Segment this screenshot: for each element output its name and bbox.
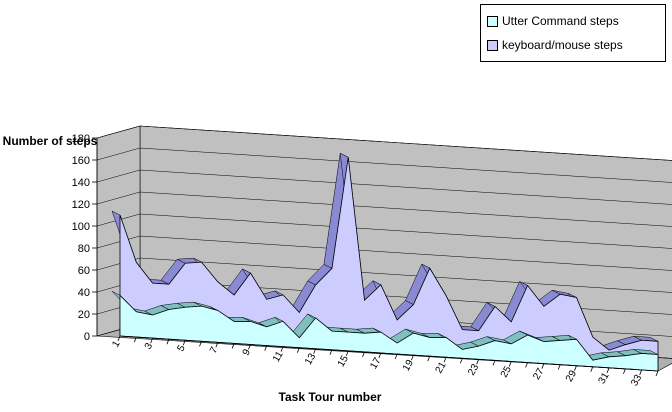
x-tick xyxy=(508,361,512,367)
legend: Utter Command steps keyboard/mouse steps xyxy=(480,4,666,62)
x-tick xyxy=(606,367,610,373)
y-axis-label: Number of steps xyxy=(2,134,98,148)
y-tick-label: 40 xyxy=(78,287,90,299)
y-tick-label: 0 xyxy=(84,331,90,343)
x-tick xyxy=(215,342,219,348)
x-tick xyxy=(574,365,577,371)
x-tick-label: 17 xyxy=(368,356,383,372)
x-tick xyxy=(117,335,121,342)
legend-item-keyboard-mouse: keyboard/mouse steps xyxy=(487,33,659,57)
y-tick-label: 60 xyxy=(78,265,90,277)
x-tick xyxy=(623,368,626,375)
x-tick-label: 1 xyxy=(110,339,123,350)
x-tick xyxy=(378,352,382,359)
legend-item-utter-command: Utter Command steps xyxy=(487,9,659,33)
x-tick xyxy=(443,357,447,363)
x-tick-label: 31 xyxy=(597,370,612,386)
x-tick xyxy=(459,358,463,364)
x-tick-label: 23 xyxy=(466,362,481,378)
x-tick xyxy=(394,353,398,360)
x-tick xyxy=(199,341,202,347)
x-tick xyxy=(655,370,659,377)
gridline xyxy=(96,191,672,227)
x-axis-label: Task Tour number xyxy=(278,390,382,404)
x-tick-label: 3 xyxy=(143,341,156,352)
x-tick-label: 15 xyxy=(336,353,351,369)
gridline xyxy=(96,235,672,271)
legend-swatch-keyboard-mouse xyxy=(487,39,498,51)
x-axis-line xyxy=(119,335,659,372)
x-tick-label: 33 xyxy=(629,373,644,389)
x-tick-label: 27 xyxy=(531,366,546,382)
x-tick xyxy=(427,356,431,362)
x-tick-label: 9 xyxy=(241,347,254,358)
x-tick-label: 29 xyxy=(564,368,579,384)
x-tick xyxy=(133,336,137,343)
x-tick xyxy=(362,351,365,358)
gridline xyxy=(96,257,672,293)
x-tick xyxy=(590,366,594,372)
area-front-face xyxy=(119,157,659,372)
x-tick xyxy=(231,343,235,349)
x-tick xyxy=(411,354,414,361)
gridline xyxy=(96,125,672,161)
x-tick xyxy=(248,344,251,350)
x-tick xyxy=(557,364,561,370)
y-tick-label: 160 xyxy=(72,155,90,167)
x-tick xyxy=(313,348,317,354)
x-tick xyxy=(345,350,349,356)
y-tick-label: 80 xyxy=(78,243,90,255)
x-tick xyxy=(150,337,153,344)
x-tick xyxy=(541,363,545,369)
x-tick-label: 25 xyxy=(499,364,514,380)
x-tick-label: 21 xyxy=(434,360,449,376)
x-tick xyxy=(280,346,284,352)
legend-label-keyboard-mouse: keyboard/mouse steps xyxy=(502,38,623,52)
x-tick xyxy=(525,362,528,368)
x-tick-label: 19 xyxy=(401,358,416,374)
x-tick-label: 11 xyxy=(271,349,286,364)
gridline xyxy=(96,169,672,205)
x-tick-label: 5 xyxy=(176,343,189,354)
x-tick xyxy=(264,345,268,351)
area-front-face xyxy=(119,294,659,372)
gridline xyxy=(96,147,672,183)
y-tick-label: 140 xyxy=(72,177,90,189)
legend-swatch-utter-command xyxy=(487,15,498,27)
x-tick xyxy=(166,339,170,345)
y-tick-label: 100 xyxy=(72,221,90,233)
y-tick-label: 20 xyxy=(78,309,90,321)
x-tick xyxy=(329,349,333,355)
x-tick xyxy=(492,360,496,366)
x-tick-label: 7 xyxy=(208,345,221,356)
x-tick xyxy=(182,340,186,346)
x-tick xyxy=(639,369,643,376)
y-tick-label: 180 xyxy=(72,133,90,145)
legend-label-utter-command: Utter Command steps xyxy=(502,14,619,28)
gridline xyxy=(96,213,672,249)
x-tick xyxy=(296,347,300,353)
x-tick xyxy=(476,359,480,365)
x-tick-label: 13 xyxy=(303,351,318,367)
y-tick-label: 120 xyxy=(72,199,90,211)
